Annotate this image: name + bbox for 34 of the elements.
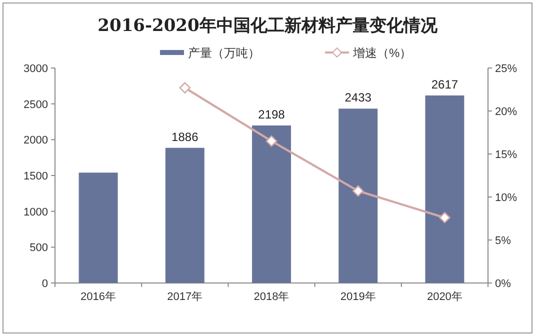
bar <box>165 148 204 283</box>
chart-title: 2016-2020年中国化工新材料产量变化情况 <box>98 16 438 36</box>
x-tick-label: 2016年 <box>80 291 116 303</box>
bar <box>78 172 118 283</box>
y-tick-label: 3000 <box>24 63 48 75</box>
legend-label: 产量（万吨） <box>188 46 260 60</box>
y-tick-label: 1500 <box>24 170 48 182</box>
point <box>439 212 450 224</box>
point <box>266 135 278 147</box>
y2-tick-label: 0% <box>495 278 512 290</box>
data-label: 2617 <box>431 77 458 92</box>
bar <box>338 108 378 283</box>
point <box>352 185 364 197</box>
y-tick-label: 2000 <box>24 134 48 147</box>
y-tick-label: 2500 <box>24 98 48 111</box>
y2-tick-label: 5% <box>495 235 512 247</box>
y2-tick-label: 15% <box>495 149 518 161</box>
y-tick-label: 1000 <box>24 206 48 218</box>
y2-tick-label: 10% <box>495 192 518 204</box>
x-tick-label: 2020年 <box>426 291 462 303</box>
x-tick-label: 2017年 <box>167 291 203 303</box>
legend-label: 增速（%） <box>352 46 412 60</box>
bar <box>425 95 464 283</box>
x-tick-label: 2018年 <box>254 291 290 303</box>
y2-tick-label: 20% <box>495 106 518 118</box>
bar <box>252 125 291 283</box>
data-label: 2198 <box>258 107 286 122</box>
data-label: 1886 <box>172 130 199 144</box>
data-label: 2433 <box>344 90 372 105</box>
x-tick-label: 2019年 <box>340 291 376 303</box>
y-tick-label: 500 <box>30 242 48 254</box>
y-tick-label: 0 <box>42 278 48 290</box>
y2-tick-label: 25% <box>495 63 518 75</box>
point <box>179 82 191 94</box>
